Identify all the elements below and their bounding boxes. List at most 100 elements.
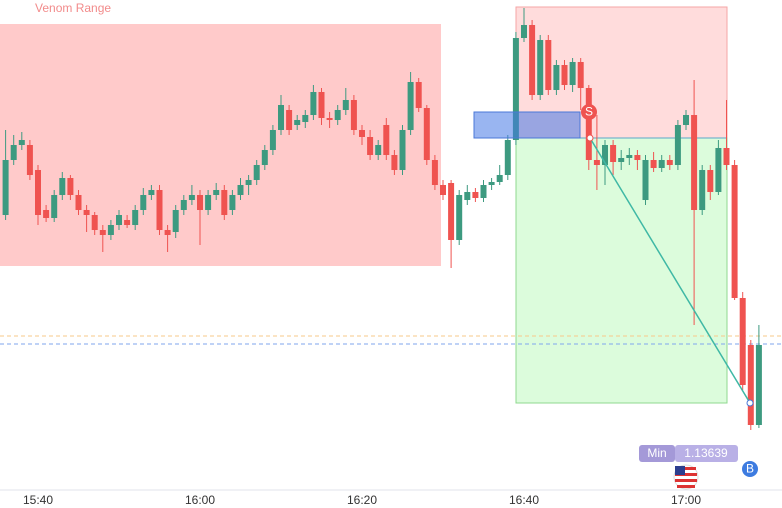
candle-body xyxy=(610,145,617,162)
candle-body xyxy=(359,130,365,137)
x-tick-label: 16:00 xyxy=(185,493,215,507)
candle-body xyxy=(43,210,50,218)
candle-body xyxy=(75,195,82,210)
candle-body xyxy=(577,62,584,88)
candle-body xyxy=(553,65,560,90)
candle-body xyxy=(383,125,390,155)
candle-body xyxy=(310,92,317,115)
candle-body xyxy=(326,118,333,120)
candle-body xyxy=(683,115,689,125)
candle-body xyxy=(10,145,17,160)
candle-body xyxy=(253,165,260,180)
candle-body xyxy=(480,185,487,198)
candle-body xyxy=(431,160,438,185)
min-tag-value: 1.13639 xyxy=(684,446,728,460)
candle-body xyxy=(278,105,284,130)
candle-body xyxy=(51,195,58,218)
candle-body xyxy=(423,108,430,160)
candle-body xyxy=(593,160,600,165)
candle-body xyxy=(99,230,106,235)
candle-body xyxy=(585,88,592,160)
candle-body xyxy=(674,125,681,165)
candle-body xyxy=(237,185,244,195)
candle-body xyxy=(561,65,568,85)
candle-body xyxy=(755,345,762,425)
candle-body xyxy=(464,192,471,200)
candle-body xyxy=(472,192,479,198)
candle-body xyxy=(529,25,536,95)
candle-body xyxy=(537,40,544,95)
candle-body xyxy=(496,175,503,182)
us-flag xyxy=(673,464,699,490)
candle-body xyxy=(707,170,714,192)
candle-body xyxy=(156,190,163,230)
candle-body xyxy=(626,155,633,158)
candle-body xyxy=(699,170,706,210)
range-box xyxy=(0,24,441,266)
candle-body xyxy=(602,145,608,165)
x-tick-label: 16:20 xyxy=(347,493,377,507)
candle-body xyxy=(294,120,301,125)
candle-body xyxy=(180,200,187,210)
candle-body xyxy=(229,195,236,210)
candle-body xyxy=(415,82,422,108)
candle-body xyxy=(2,160,9,215)
candle-body xyxy=(302,115,309,122)
candle-body xyxy=(91,215,98,230)
candle-body xyxy=(448,183,455,240)
candle-body xyxy=(642,160,649,200)
buy-marker xyxy=(742,461,758,477)
candle-body xyxy=(124,220,131,225)
candle-body xyxy=(488,182,495,185)
candle-body xyxy=(512,38,519,140)
candle-body xyxy=(286,110,293,130)
candle-body xyxy=(739,298,746,385)
candle-body xyxy=(188,195,195,200)
candle-body xyxy=(691,115,698,210)
candle-body xyxy=(715,148,722,192)
candle-body xyxy=(164,230,171,235)
sell-marker xyxy=(581,104,597,120)
range-label: Venom Range xyxy=(35,1,111,15)
candle-body xyxy=(650,160,657,168)
trade-line xyxy=(589,137,751,404)
candle-body xyxy=(205,195,212,210)
candle-body xyxy=(350,100,357,130)
candle-body xyxy=(18,140,25,145)
candle-body xyxy=(723,148,730,165)
x-tick-label: 15:40 xyxy=(23,493,53,507)
buy-marker-label: B xyxy=(746,462,754,476)
candle-body xyxy=(731,165,738,298)
x-tick-label: 17:00 xyxy=(671,493,701,507)
min-tag xyxy=(639,445,675,462)
candle-body xyxy=(399,130,406,170)
candle-body xyxy=(318,92,325,118)
candle-body xyxy=(634,155,641,160)
candle-body xyxy=(245,180,252,185)
candle-body xyxy=(375,145,382,155)
candle-body xyxy=(666,160,673,165)
candle-body xyxy=(342,100,349,110)
candle-body xyxy=(116,215,122,225)
candle-body xyxy=(658,160,665,168)
candle-body xyxy=(148,190,155,195)
candle-body xyxy=(140,195,147,210)
exit-point xyxy=(746,399,754,407)
candles xyxy=(2,8,762,430)
candle-body xyxy=(521,25,527,38)
candle-body xyxy=(132,210,139,225)
candle-body xyxy=(35,170,41,215)
candle-body xyxy=(269,130,276,150)
min-tag-label: Min xyxy=(647,446,666,460)
order-block xyxy=(473,111,581,139)
candle-body xyxy=(456,195,463,240)
candle-body xyxy=(221,190,228,215)
candle-body xyxy=(367,137,374,155)
sell-marker-label: S xyxy=(585,105,593,119)
candle-body xyxy=(59,178,66,195)
candle-body xyxy=(747,345,754,425)
candle-body xyxy=(261,150,268,165)
candle-body xyxy=(334,110,341,120)
